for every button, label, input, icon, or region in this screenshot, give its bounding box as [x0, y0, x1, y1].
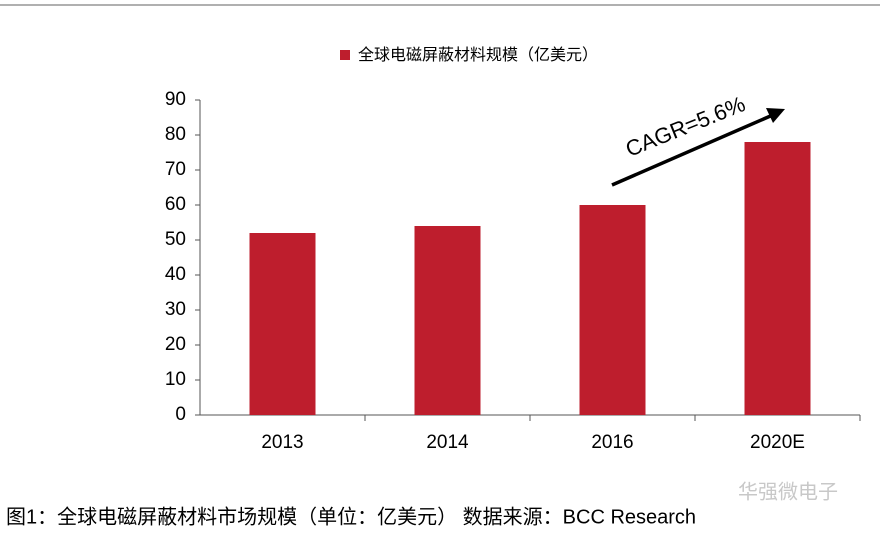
y-tick-label: 30: [165, 299, 186, 320]
bar: [249, 233, 316, 415]
y-tick-label: 70: [165, 159, 186, 180]
y-tick-label: 80: [165, 124, 186, 145]
y-tick-label: 90: [165, 89, 186, 110]
caption: 图1：全球电磁屏蔽材料市场规模（单位：亿美元） 数据来源：BCC Researc…: [6, 505, 696, 528]
x-tick-label: 2020E: [750, 432, 805, 453]
arrow-head: [766, 108, 785, 123]
x-tick-label: 2013: [261, 432, 303, 453]
y-tick-label: 0: [175, 404, 186, 425]
y-tick-label: 50: [165, 229, 186, 250]
watermark: 华强微电子: [738, 480, 838, 503]
legend-swatch: [340, 50, 350, 60]
y-tick-label: 10: [165, 369, 186, 390]
x-tick-label: 2016: [591, 432, 633, 453]
bar: [414, 226, 481, 415]
x-tick-label: 2014: [426, 432, 469, 453]
y-tick-label: 20: [165, 334, 186, 355]
arrow-line: [611, 112, 776, 187]
legend-label: 全球电磁屏蔽材料规模（亿美元）: [358, 46, 598, 64]
y-tick-label: 60: [165, 194, 186, 215]
bar: [744, 142, 811, 415]
y-tick-label: 40: [165, 264, 186, 285]
bar: [579, 205, 646, 415]
